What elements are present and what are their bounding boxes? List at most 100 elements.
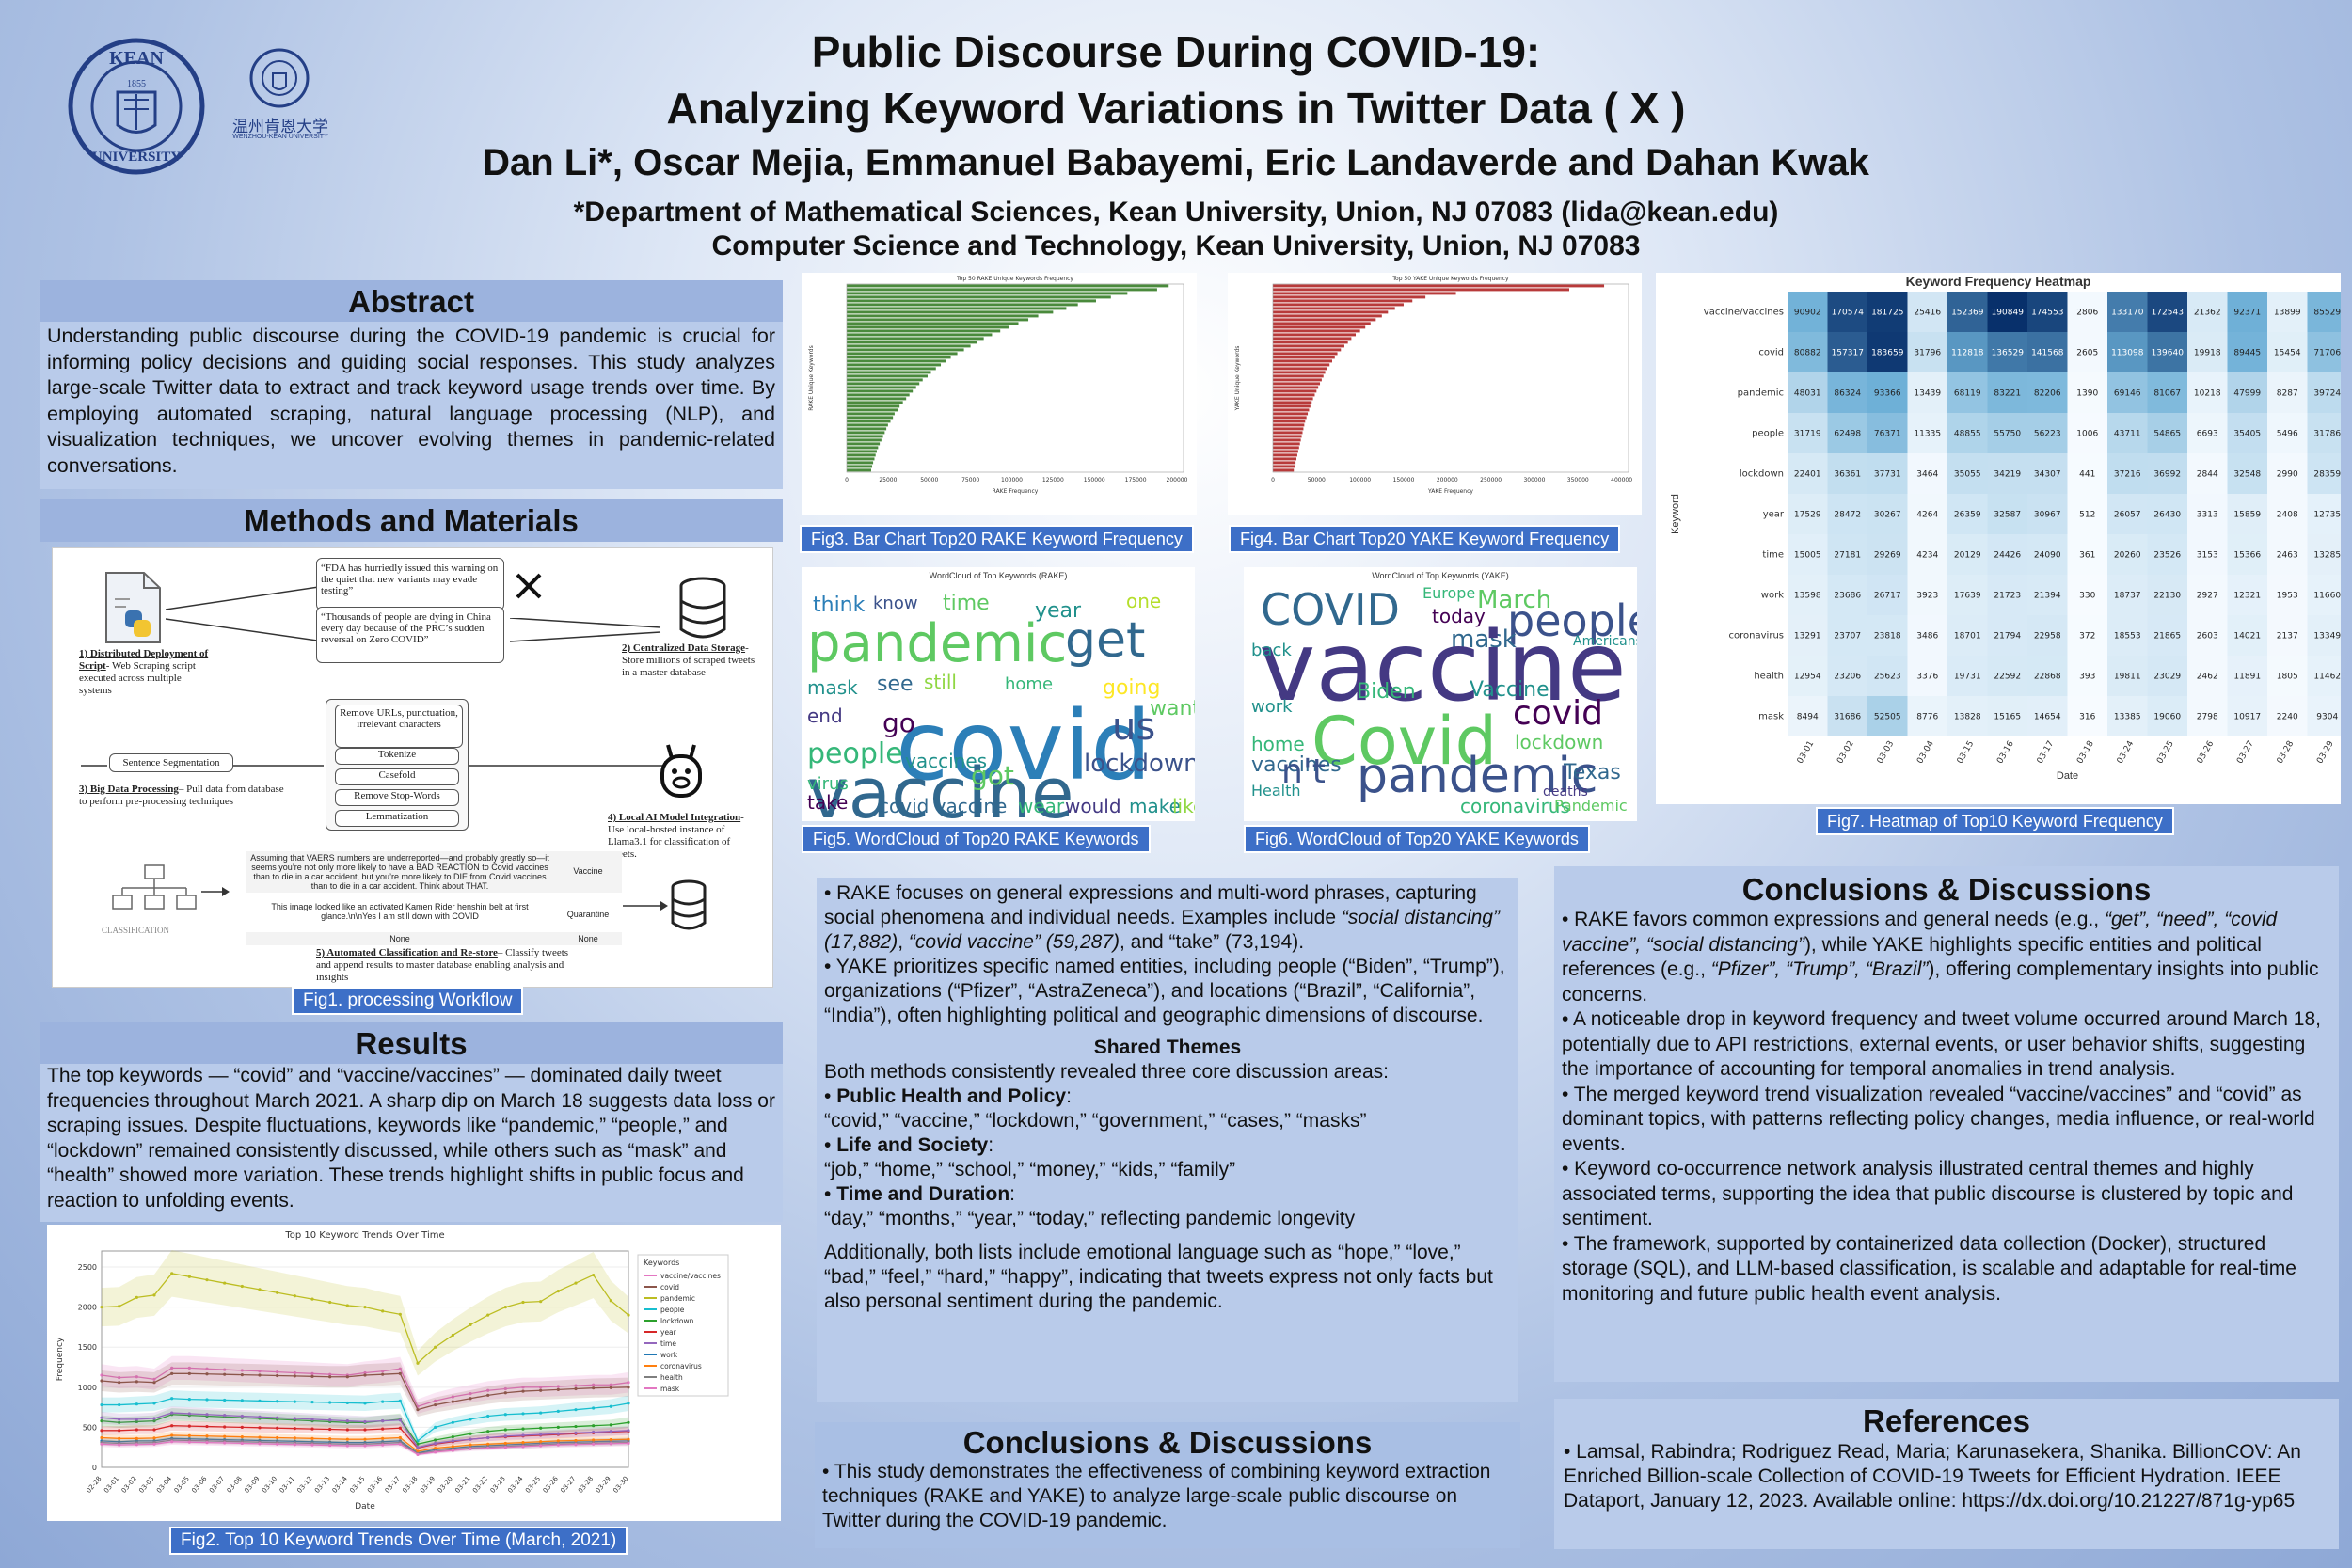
trend-point [451,1333,454,1338]
trend-point [363,1444,367,1448]
bar [847,303,1078,307]
heatmap-cell-value: 2603 [2197,632,2218,641]
trend-point [627,1313,630,1317]
bar-xtick: 100000 [1349,477,1371,483]
trend-point [503,1434,507,1438]
trend-point [486,1388,490,1392]
heatmap-cell [2267,413,2308,453]
heatmap-cell [2227,332,2267,372]
heatmap-cell-value: 26359 [1954,511,1981,520]
bar [1273,303,1404,307]
trend-point [592,1438,596,1442]
results-panel: Results The top keywords — “covid” and “… [40,1022,783,1222]
bar [847,435,883,438]
middle-conclusions-text: • This study demonstrates the effectiven… [822,1461,1491,1531]
trend-point [363,1437,367,1441]
bar [1273,450,1298,453]
trend-point [627,1386,630,1389]
trend-point [205,1372,209,1376]
b1-part-c: ), offering complementary insights into … [1562,958,2319,1006]
trend-point [152,1428,156,1432]
trend-point [592,1406,596,1410]
heatmap-cell [2227,696,2267,736]
trend-point [293,1374,296,1378]
trend-xtick: 03-02 [120,1475,138,1495]
logo-bottom-text: UNIVERSITY [92,150,181,165]
bar [1273,465,1295,468]
heatmap-cell-value: 112818 [1951,349,1984,358]
fig5-rake-wordcloud: WordCloud of Top Keywords (RAKE) think k… [802,567,1195,821]
trend-legend-title: Keywords [644,1259,679,1267]
heatmap-cell [1867,696,1908,736]
trend-point [345,1418,349,1423]
trend-point [574,1408,578,1412]
trend-point [310,1436,314,1440]
wc-word: us [1112,705,1156,749]
trend-point [223,1414,227,1418]
database-icon [679,577,726,639]
trend-point [310,1371,314,1375]
bar-xtick: 50000 [920,477,938,483]
heatmap-cell [1827,453,1867,494]
trend-point [434,1441,437,1446]
heatmap-cell-value: 11462 [2313,673,2341,682]
heatmap-cell [1987,453,2027,494]
heatmap-row-label: vaccine/vaccines [1704,308,1784,318]
trend-point [135,1419,138,1424]
wc-word: COVID [1261,584,1400,635]
trend-point [398,1312,402,1316]
rake-paragraph: • RAKE focuses on general expressions an… [824,881,1511,955]
trend-point [556,1439,560,1443]
trend-point [381,1418,385,1423]
heatmap-cell-value: 3486 [1916,632,1938,641]
trend-point [135,1418,138,1421]
trend-point [258,1370,262,1373]
trend-point [205,1367,209,1370]
rake-lead: • RAKE focuses on general expressions an… [824,882,1477,928]
heatmap-cell-value: 19918 [2194,349,2221,358]
heatmap-cell-value: 31686 [1834,713,1861,722]
b1-part-b: ), while YAKE highlights specific entiti… [1562,933,2262,981]
heatmap-cell-value: 13439 [1914,389,1941,399]
heatmap-col-label: 03-15 [1956,739,1977,766]
heatmap-cell-value: 3464 [1916,470,1938,480]
heatmap-cell [1987,413,2027,453]
methods-heading: Methods and Materials [40,499,783,542]
classification-table: Assuming that VAERS numbers are underrep… [246,851,622,945]
trend-point [240,1373,244,1377]
trend-xtick: 03-27 [559,1475,577,1495]
wc-word: vaccines [905,750,988,772]
trend-point [276,1416,279,1419]
theme-2-title: Life and Society [836,1134,989,1156]
logo-year: 1855 [127,79,146,89]
bar [847,468,871,472]
trend-point [345,1304,349,1307]
heatmap-cell [1947,292,1988,332]
heatmap-cell-value: 93366 [1874,389,1901,399]
trend-point [258,1399,262,1402]
abstract-heading: Abstract [40,280,783,322]
heatmap-cell [1987,656,2027,696]
heatmap-cell [2187,575,2228,615]
wc-word: got [971,760,1014,791]
heatmap-col-label: 03-03 [1876,739,1897,766]
trend-point [574,1438,578,1443]
heatmap-cell [2187,372,2228,413]
heatmap-cell [2107,656,2148,696]
trend-point [574,1281,578,1285]
trend-xtick: 03-24 [506,1475,525,1495]
trend-point [609,1438,612,1442]
bar [1273,314,1382,318]
bar-xtick: 200000 [1437,477,1458,483]
heatmap-cell [2067,656,2107,696]
heatmap-cell [2267,575,2308,615]
bar [1273,329,1360,333]
heatmap-cell-value: 21362 [2194,309,2221,318]
middle-conclusions-heading: Conclusions & Discussions [815,1422,1520,1460]
heatmap-cell-value: 22592 [1994,673,2021,682]
heatmap-cell-value: 22958 [2034,632,2061,641]
wc-word: people [1507,595,1637,646]
heatmap-cell [1867,534,1908,575]
step3-title: 3) Big Data Processing [79,784,179,795]
heatmap-cell [2187,534,2228,575]
